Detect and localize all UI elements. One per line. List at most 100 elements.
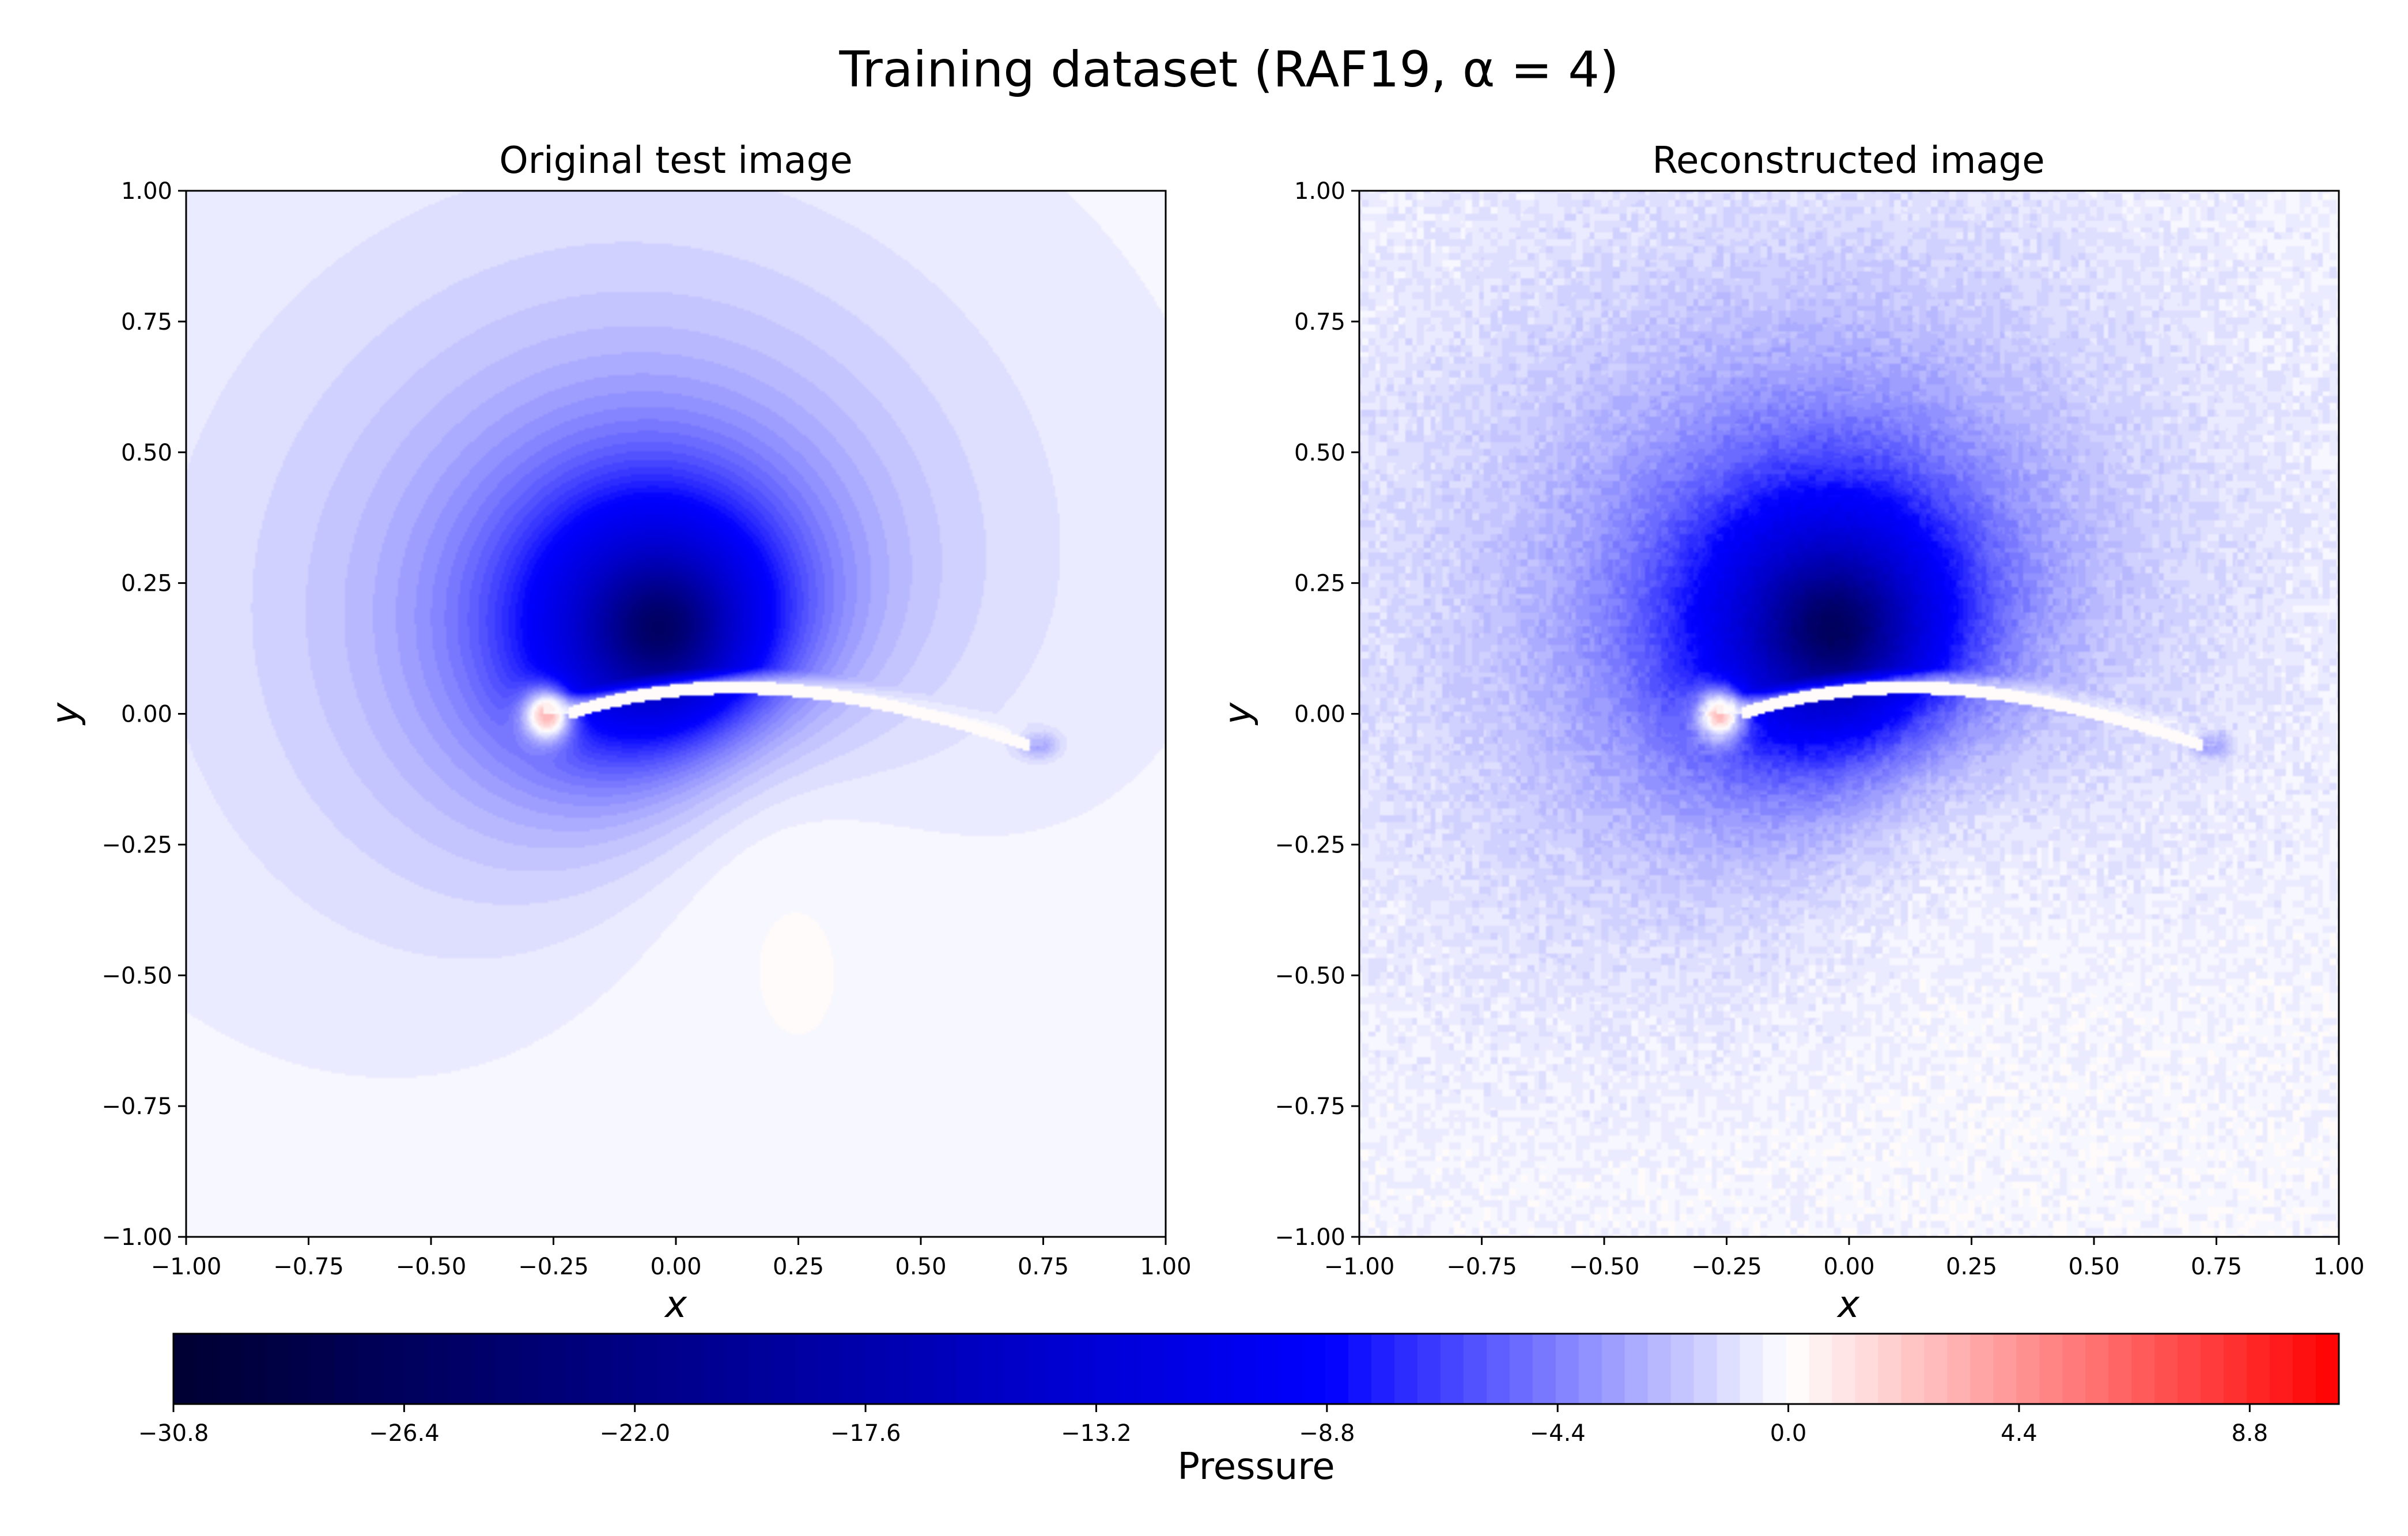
x-tick-label: 0.75	[2191, 1254, 2242, 1280]
colorbar-band	[864, 1334, 889, 1404]
colorbar-band	[1947, 1334, 1971, 1404]
y-tick-label: 0.75	[1294, 309, 1345, 335]
colorbar-band	[426, 1334, 451, 1404]
colorbar-band	[288, 1334, 312, 1404]
colorbar-band	[1809, 1334, 1833, 1404]
colorbar-band	[1049, 1334, 1072, 1404]
colorbar-tick-label: −13.2	[1061, 1420, 1132, 1447]
colorbar-band	[403, 1334, 428, 1404]
x-tick-label: 0.00	[1823, 1254, 1874, 1280]
colorbar-band	[519, 1334, 543, 1404]
colorbar-band	[726, 1334, 750, 1404]
colorbar-band	[1279, 1334, 1303, 1404]
colorbar-band	[2108, 1334, 2132, 1404]
colorbar-tick-label: 8.8	[2231, 1420, 2268, 1447]
colorbar-band	[1717, 1334, 1741, 1404]
colorbar-band	[1740, 1334, 1764, 1404]
y-axis-label-original: y	[44, 702, 87, 726]
colorbar-band	[634, 1334, 658, 1404]
colorbar-tick-label: 4.4	[2001, 1420, 2037, 1447]
y-tick-label: 0.75	[121, 309, 172, 335]
colorbar-band	[1164, 1334, 1188, 1404]
colorbar-band	[1394, 1334, 1418, 1404]
colorbar-band	[1878, 1334, 1902, 1404]
colorbar-band	[2131, 1334, 2155, 1404]
y-tick-label: 1.00	[121, 178, 172, 205]
colorbar-band	[1647, 1334, 1672, 1404]
colorbar-band	[1693, 1334, 1718, 1404]
colorbar-band	[1256, 1334, 1280, 1404]
colorbar-band	[2224, 1334, 2247, 1404]
colorbar-band	[2316, 1334, 2339, 1404]
y-tick-label: −0.50	[101, 963, 172, 989]
x-tick-label: −0.50	[1569, 1254, 1640, 1280]
colorbar-band	[1026, 1334, 1049, 1404]
colorbar-band	[2201, 1334, 2224, 1404]
colorbar-band	[957, 1334, 981, 1404]
y-tick-label: 1.00	[1294, 178, 1345, 205]
y-tick-label: −0.75	[101, 1093, 172, 1120]
y-axis-original: −1.00 −0.75 −0.50 −0.25 0.00 0.25 0.50 0.75 1.00	[101, 178, 186, 1251]
heatmap-reconstructed	[1359, 191, 2339, 1237]
colorbar-band	[1555, 1334, 1579, 1404]
x-axis-label-reconstructed: x	[1836, 1284, 1860, 1326]
y-axis-label-reconstructed: y	[1217, 702, 1260, 726]
colorbar-band	[1924, 1334, 1948, 1404]
x-axis-reconstructed: −1.00 −0.75 −0.50 −0.25 0.00 0.25 0.50 0.75 1.00	[1324, 1237, 2365, 1280]
x-tick-label: 0.50	[895, 1254, 946, 1280]
x-tick-label: 0.75	[1018, 1254, 1069, 1280]
colorbar-band	[334, 1334, 358, 1404]
x-tick-label: −1.00	[151, 1254, 222, 1280]
panel-original-title: Original test image	[499, 139, 852, 182]
colorbar-band	[2085, 1334, 2110, 1404]
colorbar-band	[1901, 1334, 1925, 1404]
colorbar-band	[910, 1334, 935, 1404]
x-tick-label: 0.25	[773, 1254, 824, 1280]
colorbar-band	[1302, 1334, 1326, 1404]
y-tick-label: 0.25	[1294, 571, 1345, 597]
colorbar-band	[449, 1334, 474, 1404]
colorbar-band	[2270, 1334, 2293, 1404]
colorbar-band	[703, 1334, 727, 1404]
y-tick-label: 0.25	[121, 571, 172, 597]
colorbar-band	[980, 1334, 1004, 1404]
colorbar-band	[311, 1334, 335, 1404]
x-tick-label: 1.00	[2313, 1254, 2364, 1280]
colorbar-band	[1003, 1334, 1027, 1404]
colorbar-band	[1118, 1334, 1141, 1404]
colorbar-band	[818, 1334, 842, 1404]
colorbar-band	[1325, 1334, 1349, 1404]
x-tick-label: 1.00	[1140, 1254, 1191, 1280]
y-tick-label: 0.00	[1294, 701, 1345, 728]
colorbar-band	[1417, 1334, 1441, 1404]
colorbar-band	[1832, 1334, 1856, 1404]
x-tick-label: −0.75	[1446, 1254, 1517, 1280]
colorbar-band	[1141, 1334, 1165, 1404]
figure-title: Training dataset (RAF19, α = 4)	[838, 41, 1619, 99]
colorbar-band	[795, 1334, 819, 1404]
colorbar-band	[496, 1334, 520, 1404]
colorbar-band	[611, 1334, 635, 1404]
colorbar-band	[772, 1334, 796, 1404]
colorbar-band	[1855, 1334, 1879, 1404]
colorbar-label: Pressure	[1177, 1446, 1335, 1488]
y-tick-label: −0.25	[101, 832, 172, 858]
y-tick-label: 0.00	[121, 701, 172, 728]
colorbar: −30.8 −26.4 −22.0 −17.6 −13.2 −8.8 −4.4 0.0 4.4 8…	[138, 1333, 2340, 1488]
x-tick-label: 0.50	[2068, 1254, 2119, 1280]
y-axis-reconstructed: −1.00 −0.75 −0.50 −0.25 0.00 0.25 0.50 0.75 1.00	[1275, 178, 1359, 1251]
colorbar-tick-label: −17.6	[830, 1420, 901, 1447]
colorbar-band	[1624, 1334, 1649, 1404]
colorbar-band	[357, 1334, 381, 1404]
x-tick-label: −0.75	[273, 1254, 344, 1280]
colorbar-band	[2039, 1334, 2063, 1404]
y-tick-label: 0.50	[121, 440, 172, 466]
colorbar-band	[242, 1334, 266, 1404]
colorbar-band	[1763, 1334, 1787, 1404]
colorbar-band	[1371, 1334, 1395, 1404]
colorbar-band	[1993, 1334, 2017, 1404]
colorbar-band	[1970, 1334, 1994, 1404]
colorbar-band	[1786, 1334, 1810, 1404]
x-tick-label: −0.25	[518, 1254, 589, 1280]
